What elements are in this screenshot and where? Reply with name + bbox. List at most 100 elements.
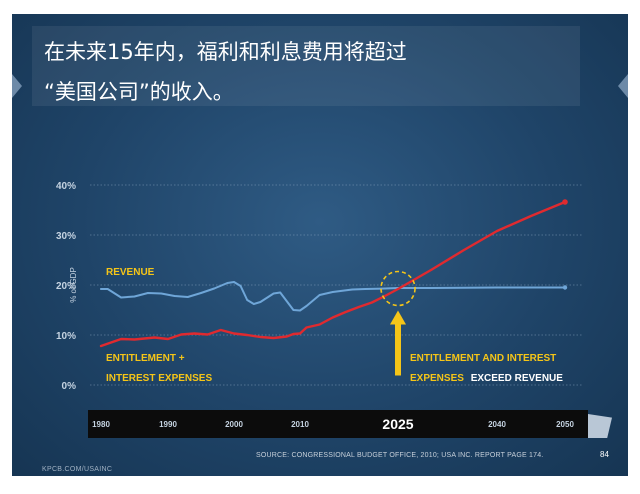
revenue-point [292,309,295,311]
entitlement-point [285,335,288,338]
entitlement-point [397,288,399,290]
slide-edge-marker-right [618,74,628,98]
entitlement-point [167,338,169,340]
revenue-point [299,309,301,312]
entitlement-end-point [562,199,568,205]
entitlement-label-line-2: INTEREST EXPENSES [106,373,212,384]
revenue-point [305,305,308,307]
x-tick-label: 1990 [159,420,177,429]
title-line-2: “美国公司”的收入。 [44,80,234,104]
entitlement-point [272,337,275,339]
entitlement-point [371,301,373,304]
revenue-point [233,281,235,283]
revenue-point [279,291,282,294]
revenue-point [160,292,163,295]
revenue-point [226,282,229,284]
annotation-text-line-2: EXPENSES EXCEED REVENUE [410,373,563,384]
entitlement-point [246,334,249,336]
y-tick-label: 30% [56,231,76,242]
entitlement-point [133,338,136,341]
flag-icon [588,414,612,438]
entitlement-point [318,323,321,326]
revenue-point [200,292,202,294]
entitlement-point [219,329,222,331]
revenue-point [213,287,216,290]
revenue-point [252,303,255,305]
entitlement-point [463,249,465,251]
entitlement-point [305,326,308,329]
entitlement-point [120,338,122,340]
entitlement-point [206,333,209,336]
revenue-point [246,299,249,301]
crossover-arrow-shaft [395,323,401,376]
title-box [32,26,580,106]
entitlement-point [496,230,498,232]
y-tick-label: 40% [56,181,76,192]
x-tick-label-highlight: 2025 [382,416,413,432]
revenue-end-point [562,285,568,290]
revenue-point [384,287,386,290]
y-tick-label: 20% [56,281,76,292]
series-labels: REVENUE ENTITLEMENT + INTEREST EXPENSES … [106,267,563,384]
revenue-point [239,285,242,287]
revenue-label: REVENUE [106,267,155,278]
entitlement-point [530,215,532,217]
y-tick-label: 10% [56,331,76,342]
revenue-line [100,281,566,312]
y-tick-labels: 0% 10% 20% 30% 40% [56,181,76,392]
entitlement-label-line-1: ENTITLEMENT + [106,353,185,364]
slide-title: 在未来15年内，福利和利息费用将超过 “美国公司”的收入。 [44,32,407,112]
entitlement-point [344,311,347,313]
crossover-circle [380,270,416,307]
source-note: SOURCE: CONGRESSIONAL BUDGET OFFICE, 201… [256,452,544,459]
revenue-point [351,288,354,291]
crossover-arrow-head [390,310,406,325]
x-tick-label: 2050 [556,420,574,429]
annotation-text-line-2b: EXCEED REVENUE [471,373,564,384]
entitlement-point [292,333,295,335]
revenue-point [259,301,262,303]
entitlement-point [299,332,301,335]
x-tick-label: 2040 [488,420,506,429]
entitlement-point [233,332,235,335]
revenue-point [186,296,189,298]
entitlement-point [430,269,432,271]
x-tick-label: 2000 [225,420,243,429]
revenue-point [100,288,102,290]
revenue-point [147,292,149,294]
entitlement-point [153,336,156,339]
page-number: 84 [600,450,609,459]
annotation-text-line-1: ENTITLEMENT AND INTEREST [410,353,556,364]
title-line-1: 在未来15年内，福利和利息费用将超过 [44,40,407,64]
y-axis-label: % of GDP [69,267,78,303]
entitlement-point [180,333,183,336]
x-tick-label: 2010 [291,420,309,429]
annotation-text-line-2a: EXPENSES [410,373,464,384]
x-tick-labels: 1980 1990 2000 2010 2025 2040 2050 [92,416,574,432]
revenue-point [430,287,432,289]
revenue-point [120,296,122,299]
entitlement-point [259,336,262,338]
y-tick-label: 0% [62,381,77,392]
entitlement-point [384,295,386,297]
revenue-point [331,291,334,293]
revenue-point [133,295,136,298]
slide-background [12,14,628,476]
revenue-point [318,294,321,296]
revenue-point [173,295,176,297]
slide-edge-marker-left [12,74,22,98]
x-axis-bar [88,410,588,438]
revenue-point [272,292,275,295]
revenue-point [496,286,498,289]
entitlement-point [357,306,360,308]
annotations [380,270,416,376]
entitlement-point [100,345,102,347]
grid-lines [90,184,582,386]
entitlement-line [99,200,567,348]
entitlement-point [331,316,334,319]
revenue-point [106,288,109,290]
x-tick-label: 1980 [92,420,110,429]
revenue-point [364,288,367,290]
entitlement-point [193,332,196,335]
